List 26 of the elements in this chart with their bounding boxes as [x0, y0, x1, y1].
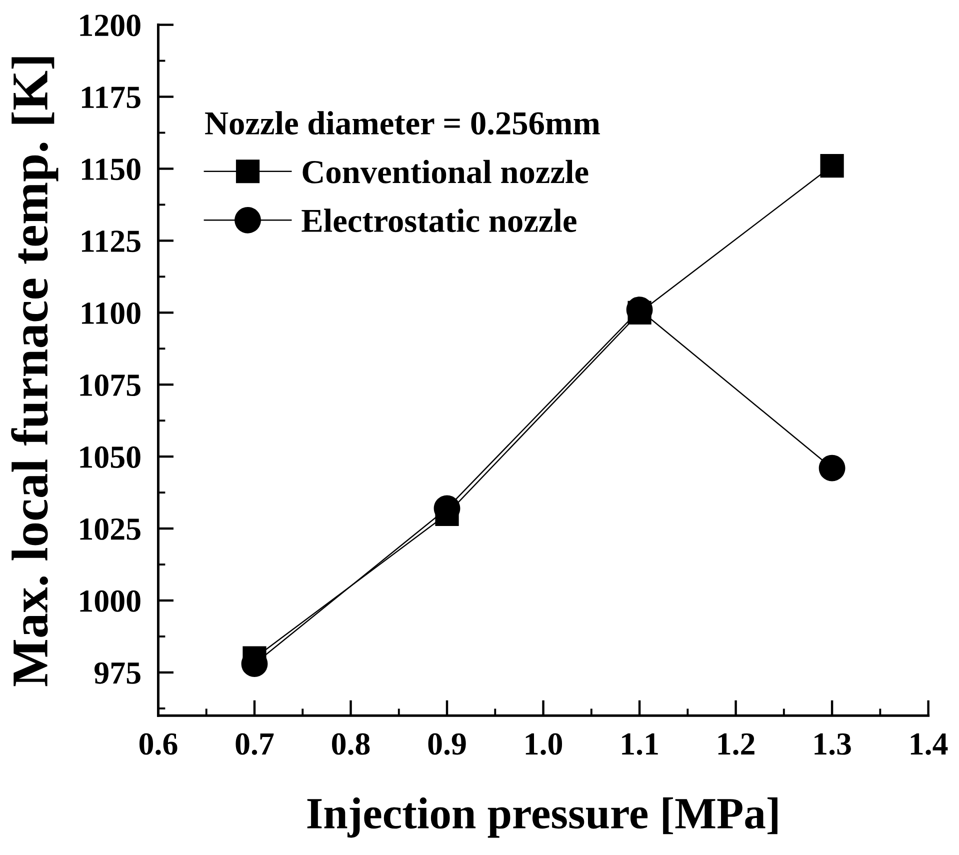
y-tick-label: 975: [94, 662, 140, 684]
x-tick-label: 0.7: [236, 733, 274, 755]
x-tick-label: 0.8: [332, 733, 370, 755]
y-tick-label: 1000: [80, 590, 140, 612]
x-tick-label: 0.9: [428, 733, 466, 755]
legend-label: Conventional nozzle: [302, 160, 588, 184]
y-tick-label: 1050: [80, 446, 140, 468]
y-tick-label: 1075: [80, 374, 140, 396]
point: [820, 154, 844, 178]
x-tick-label: 1.2: [718, 733, 754, 755]
legend-title: Nozzle diameter = 0.256mm: [205, 111, 600, 135]
x-tick-label: 0.6: [139, 733, 178, 755]
y-tick-label: 1025: [80, 518, 140, 540]
x-tick-label: 1.4: [910, 733, 948, 755]
point: [818, 454, 846, 482]
y-axis-title: Max. local furnace temp. [K]: [11, 57, 58, 686]
y-tick-label: 1175: [82, 86, 140, 108]
y-tick-label: 1200: [80, 14, 140, 36]
x-tick-label: 1.0: [526, 733, 562, 755]
x-tick-label: 1.1: [622, 733, 658, 755]
y-tick-label: 1150: [82, 158, 140, 180]
legend-label: Electrostatic nozzle: [302, 208, 576, 232]
y-tick-label: 1100: [82, 302, 140, 324]
x-axis-title: Injection pressure [MPa]: [307, 797, 778, 838]
y-tick-label: 1125: [82, 230, 140, 252]
x-tick-label: 1.3: [814, 733, 851, 755]
